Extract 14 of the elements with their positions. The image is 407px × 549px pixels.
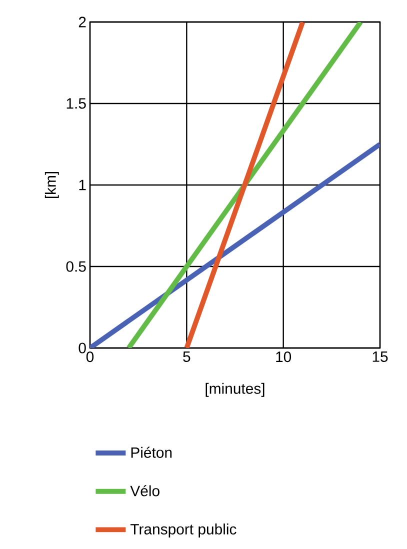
legend-label: Vélo xyxy=(130,485,160,496)
y-axis-title: [km] xyxy=(44,172,59,198)
y-tick-label: 2 xyxy=(78,16,86,28)
x-tick-label: 10 xyxy=(276,352,292,362)
x-tick-label: 0 xyxy=(86,352,94,362)
y-tick-label: 1.5 xyxy=(66,98,86,109)
legend-label: Transport public xyxy=(130,524,236,538)
y-tick-label: 1 xyxy=(79,180,86,190)
y-tick-label: 0 xyxy=(78,342,86,354)
legend-label: Piéton xyxy=(131,446,172,458)
x-axis-title: [minutes] xyxy=(206,382,264,397)
x-tick-label: 15 xyxy=(372,352,388,362)
x-tick-label: 5 xyxy=(183,352,190,362)
y-tick-label: 0.5 xyxy=(66,261,86,272)
